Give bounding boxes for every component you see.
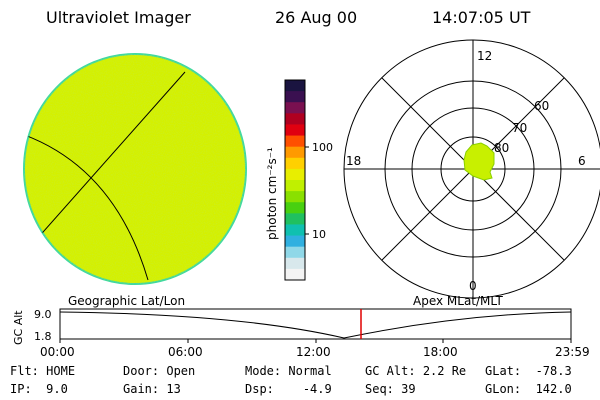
glat-row: GLat: -78.3 — [485, 364, 572, 378]
dsp-value: -4.9 — [302, 382, 332, 396]
seq-value: 39 — [401, 382, 416, 396]
date-label: 26 Aug 00 — [275, 8, 358, 27]
colorbar-tick-100: 100 — [312, 141, 333, 154]
geographic-image — [23, 53, 247, 285]
ip-row: IP: 9.0 — [10, 382, 68, 396]
gain-value: 13 — [166, 382, 181, 396]
colorbar-segment — [285, 213, 305, 225]
colorbar-segment — [285, 202, 305, 214]
colorbar-segment — [285, 157, 305, 170]
altitude-ylabel: GC Alt — [12, 310, 25, 345]
mode-row: Mode: Normal — [245, 364, 332, 378]
colorbar-tick-10: 10 — [312, 228, 326, 241]
door-value: Open — [166, 364, 196, 378]
polar-labels: 12 18 6 0 80 70 60 — [346, 49, 586, 293]
mlt-label-12: 12 — [477, 49, 492, 63]
time-tick-0600: 06:00 — [168, 345, 203, 359]
colorbar-unit-label: photon cm⁻²s⁻¹ — [265, 147, 279, 240]
flt-value: HOME — [46, 364, 76, 378]
lat-label-60: 60 — [534, 99, 549, 113]
colorbar-segment — [285, 146, 305, 159]
door-row: Door: Open — [123, 364, 196, 378]
glon-value: 142.0 — [535, 382, 572, 396]
colorbar-segment — [285, 168, 305, 181]
gcalt-row: GC Alt: 2.2 Re — [365, 364, 467, 378]
time-label: 14:07:05 UT — [432, 8, 531, 27]
colorbar-segment — [285, 191, 305, 203]
mlt-label-0: 0 — [469, 279, 477, 293]
altitude-curve — [59, 311, 572, 339]
lat-label-80: 80 — [494, 141, 509, 155]
colorbar-segment — [285, 91, 305, 103]
colorbar-segment — [285, 135, 305, 148]
seq-row: Seq: 39 — [365, 382, 416, 396]
latitude-arc — [24, 133, 149, 281]
mode-value: Normal — [288, 364, 332, 378]
colorbar-segment — [285, 102, 305, 114]
colorbar-segment — [285, 224, 305, 237]
colorbar-segment — [285, 180, 305, 192]
ip-value: 9.0 — [46, 382, 68, 396]
colorbar-segment — [285, 235, 305, 248]
altitude-ytick-1.8: 1.8 — [34, 330, 52, 343]
mlt-label-18: 18 — [346, 154, 361, 168]
colorbar-segment — [285, 257, 305, 270]
geographic-frame-label: Geographic Lat/Lon — [68, 294, 185, 308]
colorbar: 100 10 photon cm⁻²s⁻¹ — [265, 79, 333, 281]
colorbar-segment — [285, 124, 305, 137]
time-tick-2359: 23:59 — [555, 345, 590, 359]
gain-row: Gain: 13 — [123, 382, 181, 396]
auroral-emission — [463, 142, 495, 181]
meridian-line — [24, 71, 186, 259]
polar-plot — [343, 39, 600, 299]
colorbar-segment — [285, 80, 305, 92]
dsp-row: Dsp: -4.9 — [245, 382, 332, 396]
lat-label-70: 70 — [512, 121, 527, 135]
altitude-ytick-9: 9.0 — [34, 308, 52, 321]
gcalt-value: 2.2 Re — [422, 364, 467, 378]
flt-row: Flt: HOME — [10, 364, 76, 378]
mlt-label-6: 6 — [578, 154, 586, 168]
instrument-title: Ultraviolet Imager — [46, 8, 191, 27]
apex-frame-label: Apex MLat/MLT — [413, 294, 503, 308]
altitude-strip: GC Alt 9.0 1.8 00:00 06:00 12:00 18:00 2… — [12, 308, 590, 359]
time-tick-1200: 12:00 — [296, 345, 331, 359]
colorbar-segment — [285, 268, 305, 281]
time-tick-0000: 00:00 — [40, 345, 75, 359]
glat-value: -78.3 — [535, 364, 572, 378]
glon-row: GLon: 142.0 — [485, 382, 572, 396]
time-tick-1800: 18:00 — [423, 345, 458, 359]
colorbar-segment — [285, 113, 305, 125]
colorbar-segment — [285, 246, 305, 259]
